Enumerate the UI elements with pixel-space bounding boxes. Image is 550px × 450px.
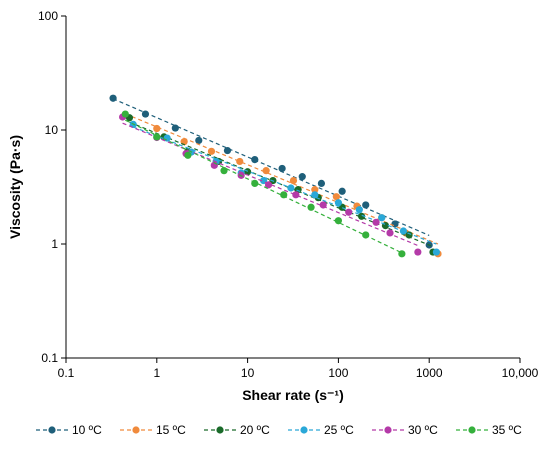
legend-marker [48,426,56,434]
data-point [362,231,370,239]
data-point [236,157,244,166]
data-point [287,184,295,192]
data-point [298,173,306,181]
data-point [357,212,366,220]
legend-item-1: 10 ºC [36,423,102,437]
legend-marker [468,426,476,434]
data-point [405,231,413,239]
legend-item-3: 20 ºC [204,423,270,437]
trend-line [112,98,430,237]
data-point [262,167,270,175]
data-point [141,110,150,118]
data-point [278,164,286,173]
trend-line [122,122,419,247]
data-point [317,179,326,188]
axes: 0.1 1 10 100 1000 10,000 0.1 1 10 100 [38,9,539,380]
data-point [372,218,380,226]
data-point [223,146,232,155]
data-point [334,199,342,207]
x-tick-label: 0.1 [58,366,75,380]
data-point [264,181,273,189]
data-point [399,227,408,235]
data-point [355,206,363,214]
legend-marker [216,426,224,434]
y-axis-title: Viscosity (Pa·s) [7,135,23,239]
x-axis-title: Shear rate (s⁻¹) [242,387,344,403]
data-point [251,155,259,164]
legend-marker [300,426,308,434]
data-point [153,124,161,133]
trend-line [125,113,439,245]
data-point [220,167,228,175]
legend-marker [384,426,392,434]
legend-label: 10 ºC [72,423,102,437]
data-point [184,151,192,159]
x-tick-label: 10 [241,366,255,380]
data-point [338,187,346,195]
data-point [171,124,179,132]
x-tick-label: 1 [153,366,160,380]
data-point [109,94,117,102]
data-point [311,191,319,199]
series-6 [121,110,406,258]
data-point [345,208,353,216]
data-point [153,133,161,141]
data-point [414,248,422,256]
y-tick-label: 10 [45,123,59,137]
data-point [398,250,406,258]
data-point [195,136,203,145]
legend-item-6: 35 ºC [456,423,522,437]
legend-label: 15 ºC [156,423,186,437]
x-tick-label: 10,000 [502,366,539,380]
data-point [391,220,399,228]
legend-label: 20 ºC [240,423,270,437]
data-point [251,179,259,188]
data-point [362,201,370,209]
data-point [386,229,394,237]
data-point [280,191,288,199]
data-point [207,147,216,155]
legend-label: 35 ºC [492,423,522,437]
data-point [289,176,298,185]
legend-item-2: 15 ºC [120,423,186,437]
trend-line [125,119,403,254]
data-point [332,193,340,201]
data-point [307,203,315,211]
legend-item-5: 30 ºC [372,423,438,437]
legend-label: 25 ºC [324,423,354,437]
legend-item-4: 25 ºC [288,423,354,437]
legend-marker [132,426,140,434]
trend-line [133,126,437,245]
y-tick-label: 1 [51,237,58,251]
data-point [378,214,386,222]
x-tick-label: 100 [328,366,348,380]
legend: 10 ºC 15 ºC 20 ºC 25 ºC 30 ºC 35 ºC [36,423,522,437]
y-tick-label: 0.1 [41,351,58,365]
data-point [334,217,342,225]
data-point [311,186,319,194]
series-1 [109,94,433,249]
data-point [432,248,440,256]
data-point [121,110,129,118]
plot-series [109,94,442,258]
legend-label: 30 ºC [408,423,438,437]
y-tick-label: 100 [38,9,58,23]
data-point [319,201,327,209]
data-point [292,191,300,199]
x-tick-label: 1000 [416,366,443,380]
